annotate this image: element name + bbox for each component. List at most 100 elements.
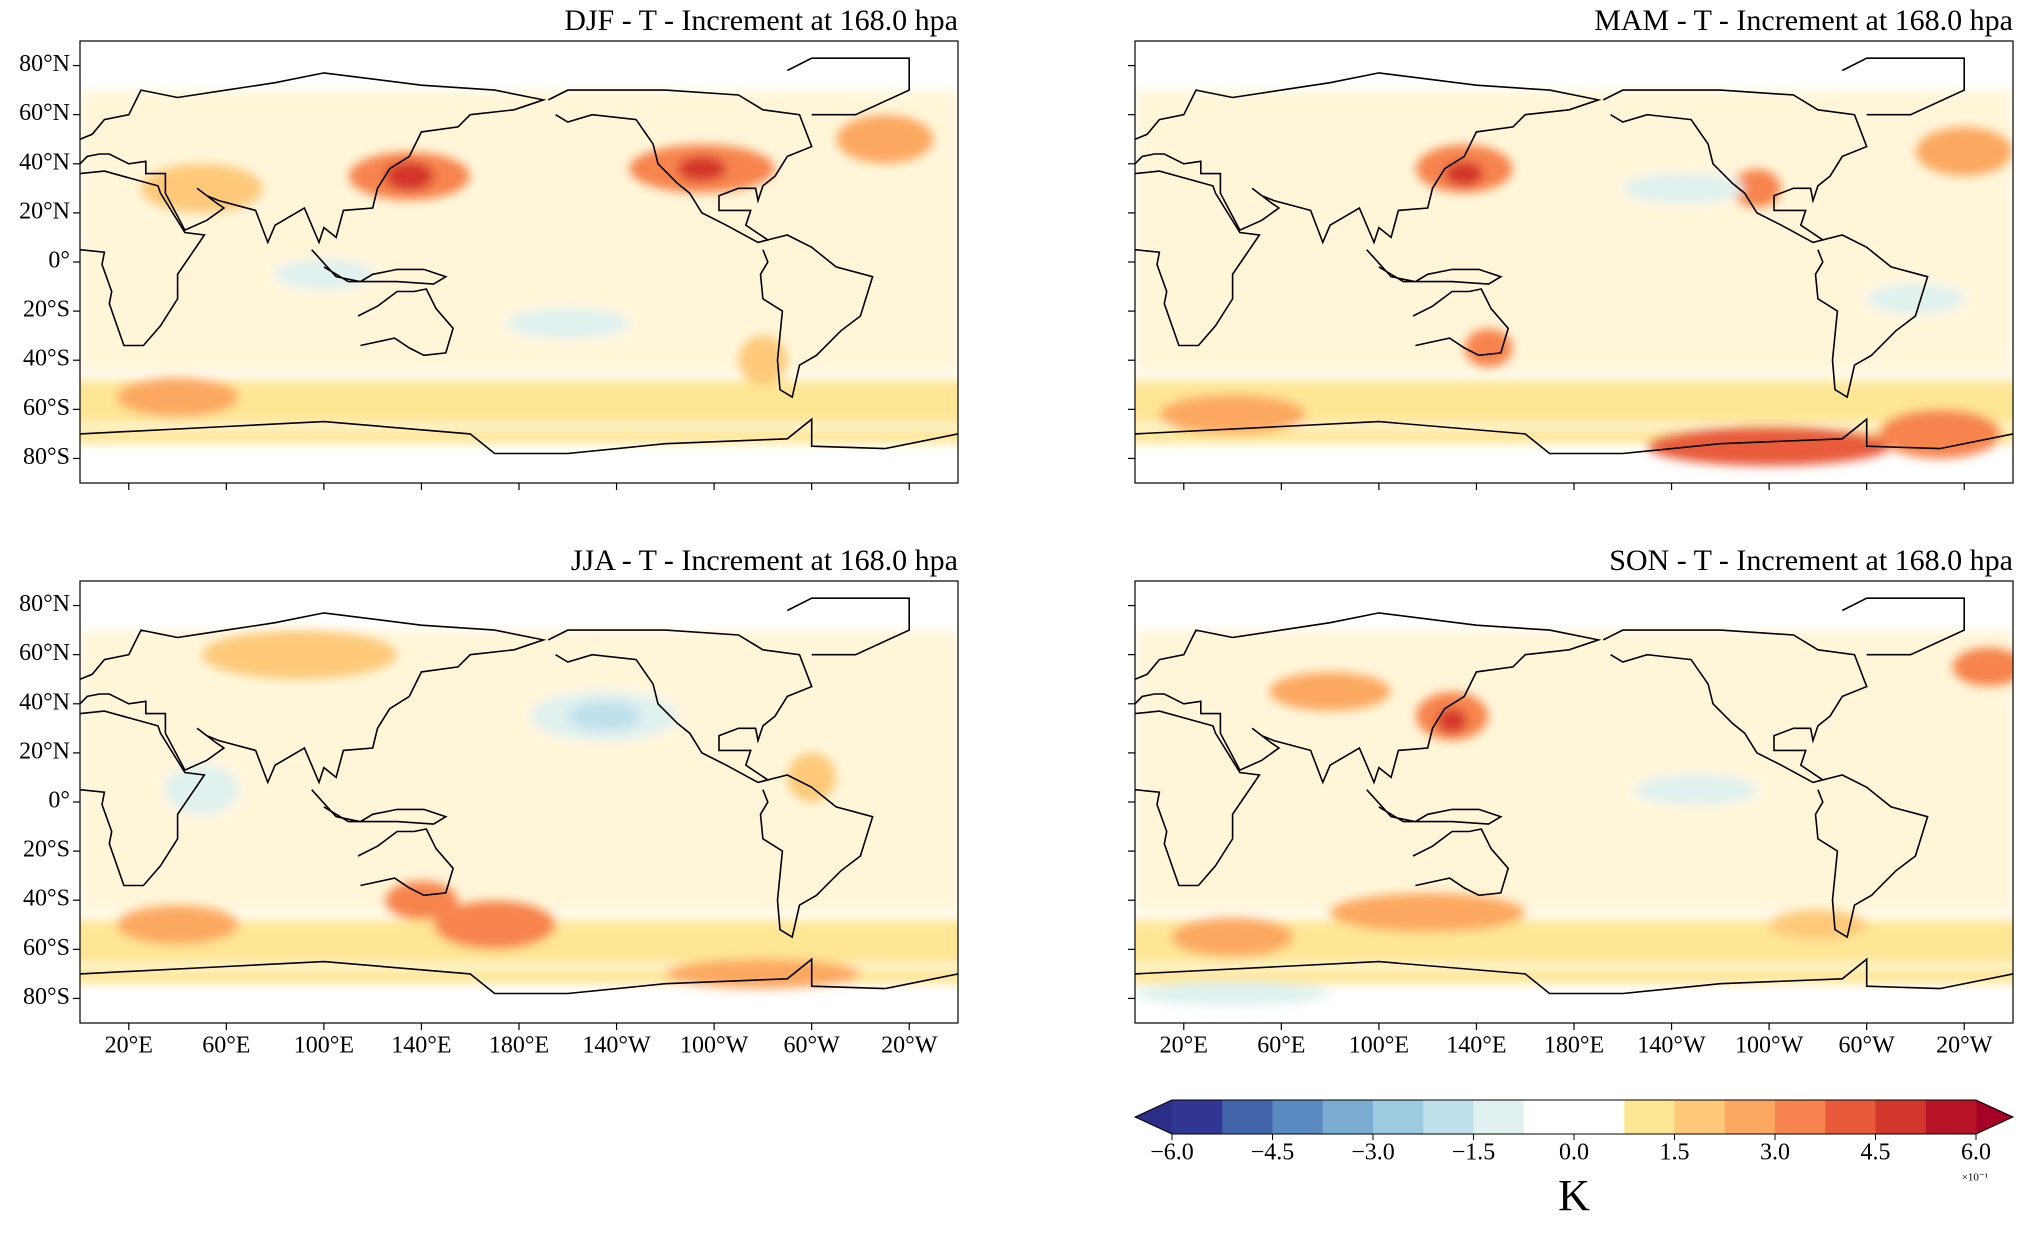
coastline bbox=[80, 417, 958, 455]
field-blob bbox=[665, 959, 861, 989]
panel-title: MAM - T - Increment at 168.0 hpa bbox=[1594, 4, 2013, 37]
colorbar-bin bbox=[1674, 1100, 1726, 1134]
field-blob bbox=[1444, 161, 1484, 186]
coastline bbox=[1135, 170, 1261, 347]
field-blob bbox=[384, 880, 459, 920]
x-tick-label: 60°W bbox=[1839, 1033, 1896, 1059]
colorbar-bin bbox=[1222, 1100, 1273, 1134]
x-tick-label: 60°E bbox=[1257, 1033, 1305, 1059]
field-blob bbox=[1135, 981, 1331, 1006]
colorbar-tick-label: 6.0 bbox=[1961, 1140, 1991, 1166]
coastline bbox=[311, 249, 448, 285]
colorbar-multiplier: ×10⁻¹ bbox=[1962, 1172, 1988, 1184]
coastline bbox=[1135, 72, 1602, 245]
panel-title: SON - T - Increment at 168.0 hpa bbox=[1609, 544, 2013, 577]
map-panel bbox=[80, 41, 958, 483]
field-blob bbox=[116, 905, 239, 945]
colorbar-under bbox=[1135, 1100, 1172, 1134]
coastline bbox=[357, 288, 454, 357]
x-tick-label: 100°E bbox=[294, 1033, 354, 1059]
y-tick-label: 60°S bbox=[23, 395, 70, 421]
coastline bbox=[1366, 249, 1503, 285]
x-tick-label: 140°W bbox=[1637, 1033, 1706, 1059]
x-tick-label: 20°E bbox=[1160, 1033, 1208, 1059]
colorbar-bin bbox=[1925, 1100, 1977, 1134]
field-blob bbox=[1171, 917, 1294, 957]
field-band bbox=[80, 428, 958, 444]
map-panel bbox=[1135, 581, 2013, 1023]
field-base bbox=[1135, 90, 2013, 373]
y-tick-label: 40°S bbox=[23, 886, 70, 912]
coastline bbox=[1412, 288, 1510, 357]
colorbar-tick-label: 3.0 bbox=[1760, 1140, 1790, 1166]
field-blob bbox=[1464, 328, 1514, 368]
coastline bbox=[1602, 629, 1868, 784]
coastline bbox=[80, 957, 958, 995]
coastline bbox=[547, 629, 813, 784]
y-tick-label: 40°N bbox=[19, 689, 70, 715]
field-blob bbox=[1622, 173, 1745, 204]
colorbar-tick-label: −1.5 bbox=[1452, 1140, 1496, 1166]
x-tick-label: 100°W bbox=[1735, 1033, 1804, 1059]
coastline bbox=[547, 89, 813, 244]
coastline bbox=[357, 828, 454, 897]
colorbar-bin bbox=[1172, 1100, 1223, 1134]
field-blob bbox=[1634, 774, 1757, 805]
coastline bbox=[786, 57, 910, 116]
coastline bbox=[759, 234, 874, 399]
coastline bbox=[80, 170, 206, 347]
y-tick-label: 20°N bbox=[19, 738, 70, 764]
colorbar-bin bbox=[1473, 1100, 1525, 1134]
coastline bbox=[1412, 828, 1510, 897]
field-blob bbox=[677, 156, 727, 181]
x-tick-label: 140°E bbox=[1446, 1033, 1506, 1059]
y-tick-label: 60°N bbox=[19, 100, 70, 126]
x-tick-label: 140°W bbox=[582, 1033, 651, 1059]
x-tick-label: 180°E bbox=[1544, 1033, 1604, 1059]
field bbox=[1135, 630, 2013, 1006]
coastline bbox=[1602, 89, 1868, 244]
coastline bbox=[1366, 789, 1503, 825]
field-blob bbox=[1732, 168, 1782, 208]
y-tick-label: 60°N bbox=[19, 640, 70, 666]
y-tick-label: 60°S bbox=[23, 935, 70, 961]
colorbar-bin bbox=[1825, 1100, 1876, 1134]
colorbar-over bbox=[1976, 1100, 2013, 1134]
colorbar-tick-label: −4.5 bbox=[1251, 1140, 1295, 1166]
field-blob bbox=[787, 752, 837, 802]
y-tick-label: 40°S bbox=[23, 346, 70, 372]
colorbar-bin bbox=[1775, 1100, 1826, 1134]
field bbox=[1135, 90, 2013, 466]
field bbox=[80, 630, 958, 989]
field-blob bbox=[1437, 708, 1467, 734]
field-blob bbox=[836, 114, 934, 164]
coastline bbox=[1814, 234, 1929, 399]
coastline bbox=[80, 710, 206, 887]
colorbar-bin bbox=[1875, 1100, 1927, 1134]
y-tick-label: 80°N bbox=[19, 591, 70, 617]
y-tick-label: 80°S bbox=[23, 444, 70, 470]
field-blob bbox=[738, 335, 788, 385]
x-tick-label: 180°E bbox=[489, 1033, 549, 1059]
y-tick-label: 40°N bbox=[19, 149, 70, 175]
coastline bbox=[80, 612, 547, 785]
colorbar-tick-label: −3.0 bbox=[1351, 1140, 1395, 1166]
colorbar-bin bbox=[1322, 1100, 1374, 1134]
map-panel bbox=[1135, 41, 2013, 483]
colorbar-bin bbox=[1373, 1100, 1424, 1134]
field-base bbox=[1135, 630, 2013, 913]
field-blob bbox=[116, 377, 239, 417]
coastline bbox=[1841, 597, 1965, 656]
x-tick-label: 140°E bbox=[391, 1033, 451, 1059]
coastline bbox=[759, 774, 874, 939]
coastline bbox=[786, 597, 910, 656]
field bbox=[80, 90, 958, 444]
x-tick-label: 20°W bbox=[881, 1033, 938, 1059]
colorbar-bin bbox=[1574, 1100, 1625, 1134]
coastline bbox=[1135, 710, 1261, 887]
y-tick-label: 80°S bbox=[23, 984, 70, 1010]
map-panel bbox=[80, 581, 958, 1023]
colorbar-tick-label: 4.5 bbox=[1861, 1140, 1891, 1166]
colorbar-bin bbox=[1523, 1100, 1575, 1134]
